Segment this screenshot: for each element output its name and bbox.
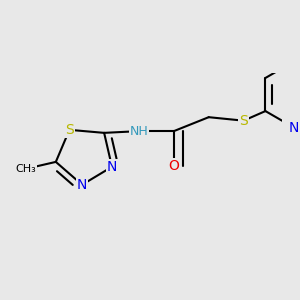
Text: N: N	[289, 121, 299, 135]
Text: NH: NH	[130, 124, 148, 138]
Text: CH₃: CH₃	[15, 164, 36, 174]
Text: S: S	[65, 123, 74, 137]
Text: S: S	[239, 114, 248, 128]
Text: N: N	[77, 178, 87, 192]
Text: O: O	[168, 159, 179, 173]
Text: N: N	[107, 160, 117, 174]
